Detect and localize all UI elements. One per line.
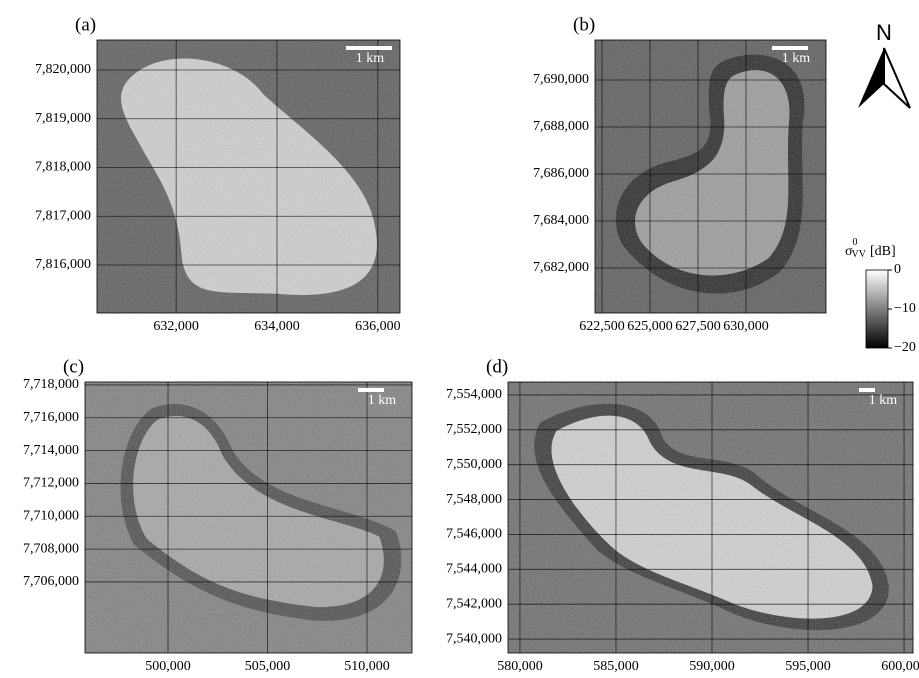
y-tick-label: 7,818,000 <box>35 160 91 175</box>
speckle <box>97 40 400 313</box>
panel-label: (c) <box>63 356 84 377</box>
y-tick-label: 7,718,000 <box>23 377 79 392</box>
speckle <box>85 382 412 653</box>
y-tick-label: 7,817,000 <box>35 208 91 223</box>
scale-bar <box>859 388 875 392</box>
x-tick-label: 636,000 <box>355 319 401 334</box>
north-arrow <box>858 48 884 108</box>
sub: VV <box>852 249 867 260</box>
x-tick-label: 585,000 <box>593 659 639 674</box>
x-tick-label: 505,000 <box>245 659 291 674</box>
y-tick-label: 7,684,000 <box>533 213 589 228</box>
y-tick-label: 7,714,000 <box>23 443 79 458</box>
colorbar-tick-label: −10 <box>894 301 916 316</box>
y-tick-label: 7,548,000 <box>446 492 502 507</box>
panel-label: (a) <box>75 14 96 35</box>
y-tick-label: 7,686,000 <box>533 166 589 181</box>
y-tick-label: 7,690,000 <box>533 72 589 87</box>
y-tick-label: 7,550,000 <box>446 457 502 472</box>
sup: 0 <box>853 237 858 248</box>
x-tick-label: 580,000 <box>497 659 543 674</box>
x-tick-label: 632,000 <box>153 319 199 334</box>
x-tick-label: 600,000 <box>881 659 919 674</box>
scale-bar-label: 1 km <box>869 393 898 408</box>
panel-label: (d) <box>486 356 508 377</box>
map-panel: 500,000 505,000 510,000 7,718,000 7,716,000 7… <box>23 356 413 674</box>
colorbar-title: σ0 VV [dB] <box>845 237 896 260</box>
colorbar-tick-label: 0 <box>894 262 901 277</box>
unit: [dB] <box>870 244 896 259</box>
x-tick-label: 500,000 <box>145 659 191 674</box>
panel-label: (b) <box>573 14 595 35</box>
x-tick-label: 510,000 <box>344 659 390 674</box>
map-panel: 580,000 585,000 590,000 595,000 600,000 7,554… <box>446 356 919 674</box>
scale-bar-label: 1 km <box>356 51 385 66</box>
y-tick-label: 7,546,000 <box>446 527 502 542</box>
scale-bar <box>346 46 392 50</box>
x-tick-label: 622,500 <box>579 319 625 334</box>
y-tick-label: 7,542,000 <box>446 596 502 611</box>
frame <box>84 381 413 654</box>
colorbar <box>865 269 889 349</box>
north-arrow <box>883 47 911 109</box>
speckle <box>595 40 826 313</box>
y-tick-label: 7,554,000 <box>446 387 502 402</box>
y-tick-label: 7,552,000 <box>446 422 502 437</box>
y-tick-label: 7,816,000 <box>35 257 91 272</box>
y-tick-label: 7,688,000 <box>533 119 589 134</box>
frame <box>507 381 914 654</box>
y-tick-label: 7,819,000 <box>35 111 91 126</box>
scale-bar <box>358 388 384 392</box>
map-panel: 622,500 625,000 627,500 630,000 7,690,000 7,6… <box>533 14 827 334</box>
x-tick-label: 630,000 <box>723 319 769 334</box>
x-tick-label: 590,000 <box>689 659 735 674</box>
frame <box>96 39 401 314</box>
x-tick-label: 595,000 <box>785 659 831 674</box>
x-tick-label: 634,000 <box>254 319 300 334</box>
y-tick-label: 7,706,000 <box>23 574 79 589</box>
y-tick-label: 7,716,000 <box>23 410 79 425</box>
y-tick-label: 7,544,000 <box>446 562 502 577</box>
y-tick-label: 7,710,000 <box>23 508 79 523</box>
symbol: σ <box>845 244 853 259</box>
scale-bar-label: 1 km <box>782 51 811 66</box>
y-tick-label: 7,712,000 <box>23 476 79 491</box>
speckle <box>508 382 913 653</box>
frame <box>594 39 827 314</box>
y-tick-label: 7,820,000 <box>35 62 91 77</box>
x-tick-label: 627,500 <box>675 319 721 334</box>
map-panel: 632,000 634,000 636,000 7,820,000 7,819,000 7… <box>35 14 401 334</box>
y-tick-label: 7,540,000 <box>446 631 502 646</box>
scale-bar-label: 1 km <box>368 393 397 408</box>
north-label: N <box>876 20 892 45</box>
scale-bar <box>772 46 808 50</box>
y-tick-label: 7,682,000 <box>533 260 589 275</box>
colorbar-tick-label: −20 <box>894 340 916 355</box>
x-tick-label: 625,000 <box>627 319 673 334</box>
y-tick-label: 7,708,000 <box>23 541 79 556</box>
